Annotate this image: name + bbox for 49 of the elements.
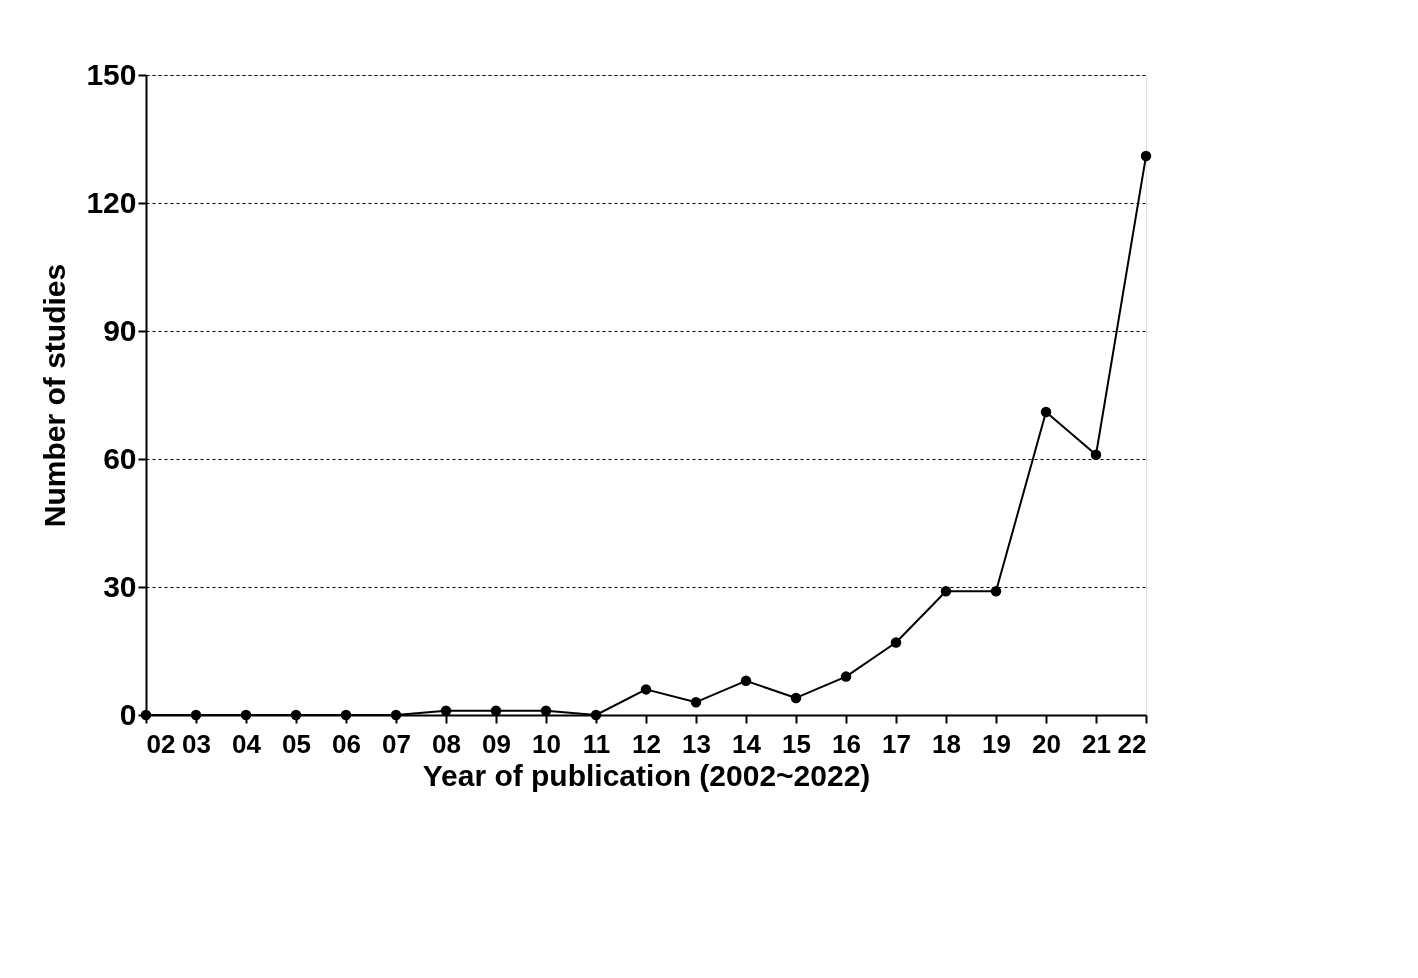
y-tick-label: 0 xyxy=(119,697,137,731)
x-tick-label: 22 xyxy=(1117,728,1147,759)
point xyxy=(740,675,752,687)
x-tick-label: 14 xyxy=(732,728,762,759)
point xyxy=(190,709,202,721)
point xyxy=(240,709,252,721)
x-tick-label: 11 xyxy=(582,728,611,759)
point xyxy=(340,709,352,721)
y-tick-label: 60 xyxy=(103,441,137,475)
y-tick-label: 90 xyxy=(103,313,137,347)
point xyxy=(440,705,452,716)
y-tick-label: 120 xyxy=(86,185,137,219)
x-tick-label: 15 xyxy=(782,728,811,759)
point xyxy=(640,684,652,695)
point xyxy=(1090,449,1102,460)
x-tick-label: 08 xyxy=(432,728,461,759)
x-tick-label: 18 xyxy=(932,728,961,759)
point xyxy=(540,705,552,716)
x-tick-label: 06 xyxy=(332,728,361,759)
point xyxy=(1140,150,1152,162)
x-tick-label: 03 xyxy=(182,728,211,759)
point xyxy=(790,692,802,704)
x-tick-label: 12 xyxy=(632,728,661,759)
x-tick-label: 09 xyxy=(482,728,511,759)
x-axis-title: Year of publication (2002~2022) xyxy=(422,758,871,792)
x-tick-label: 05 xyxy=(282,728,311,759)
point xyxy=(290,709,302,721)
x-tick-label: 10 xyxy=(532,728,561,759)
point xyxy=(490,705,502,716)
point xyxy=(590,709,602,721)
x-tick-label: 04 xyxy=(232,728,262,759)
y-tick-label: 30 xyxy=(103,569,137,603)
y-axis-title: Number of studies xyxy=(38,263,72,528)
point xyxy=(390,709,402,721)
x-tick-label: 21 xyxy=(1082,728,1111,759)
point xyxy=(1040,406,1052,418)
x-tick-label: 02 xyxy=(146,728,176,759)
point xyxy=(890,637,902,648)
point xyxy=(840,671,852,682)
x-tick-label: 19 xyxy=(982,728,1011,759)
point xyxy=(990,586,1002,597)
point xyxy=(940,586,952,597)
y-tick-label: 150 xyxy=(86,57,137,91)
x-tick-label: 17 xyxy=(882,728,911,759)
x-tick-label: 07 xyxy=(382,728,411,759)
x-tick-label: 20 xyxy=(1032,728,1061,759)
x-tick-label: 16 xyxy=(832,728,861,759)
x-tick-label: 13 xyxy=(682,728,711,759)
point xyxy=(690,696,702,708)
